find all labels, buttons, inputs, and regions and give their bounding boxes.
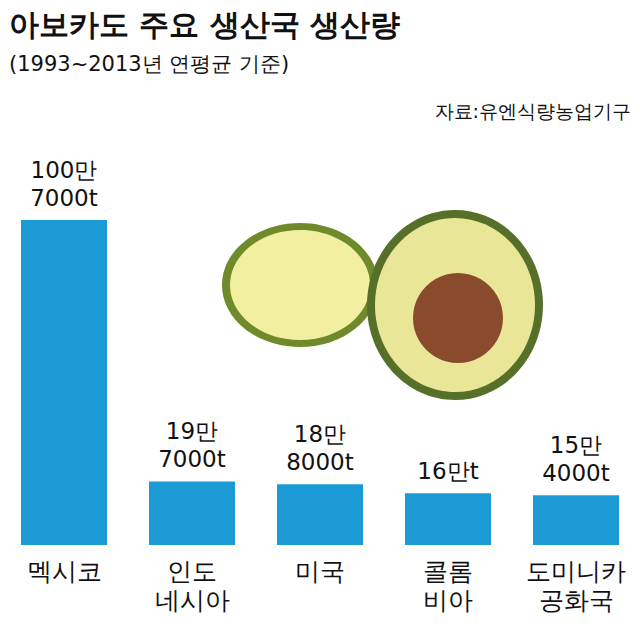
svg-text:멕시코: 멕시코 (27, 557, 102, 586)
svg-text:네시아: 네시아 (155, 586, 230, 615)
svg-text:7000t: 7000t (158, 446, 226, 472)
svg-text:자료:유엔식량농업기구: 자료:유엔식량농업기구 (435, 100, 631, 122)
svg-text:18만: 18만 (294, 421, 346, 447)
svg-text:도미니카: 도미니카 (526, 557, 626, 586)
svg-text:(1993~2013년 연평균 기준): (1993~2013년 연평균 기준) (9, 52, 289, 76)
svg-text:7000t: 7000t (30, 185, 98, 211)
svg-text:인도: 인도 (167, 557, 217, 586)
svg-text:콜롬: 콜롬 (423, 557, 473, 586)
svg-text:공화국: 공화국 (539, 586, 614, 615)
svg-text:비아: 비아 (423, 586, 473, 615)
svg-text:100만: 100만 (31, 157, 98, 183)
svg-text:미국: 미국 (295, 557, 345, 586)
svg-text:아보카도 주요 생산국 생산량: 아보카도 주요 생산국 생산량 (9, 7, 400, 42)
svg-text:16만t: 16만t (417, 458, 478, 484)
svg-text:8000t: 8000t (286, 449, 354, 475)
svg-text:19만: 19만 (166, 418, 218, 444)
svg-text:4000t: 4000t (542, 460, 610, 486)
svg-text:15만: 15만 (550, 432, 602, 458)
